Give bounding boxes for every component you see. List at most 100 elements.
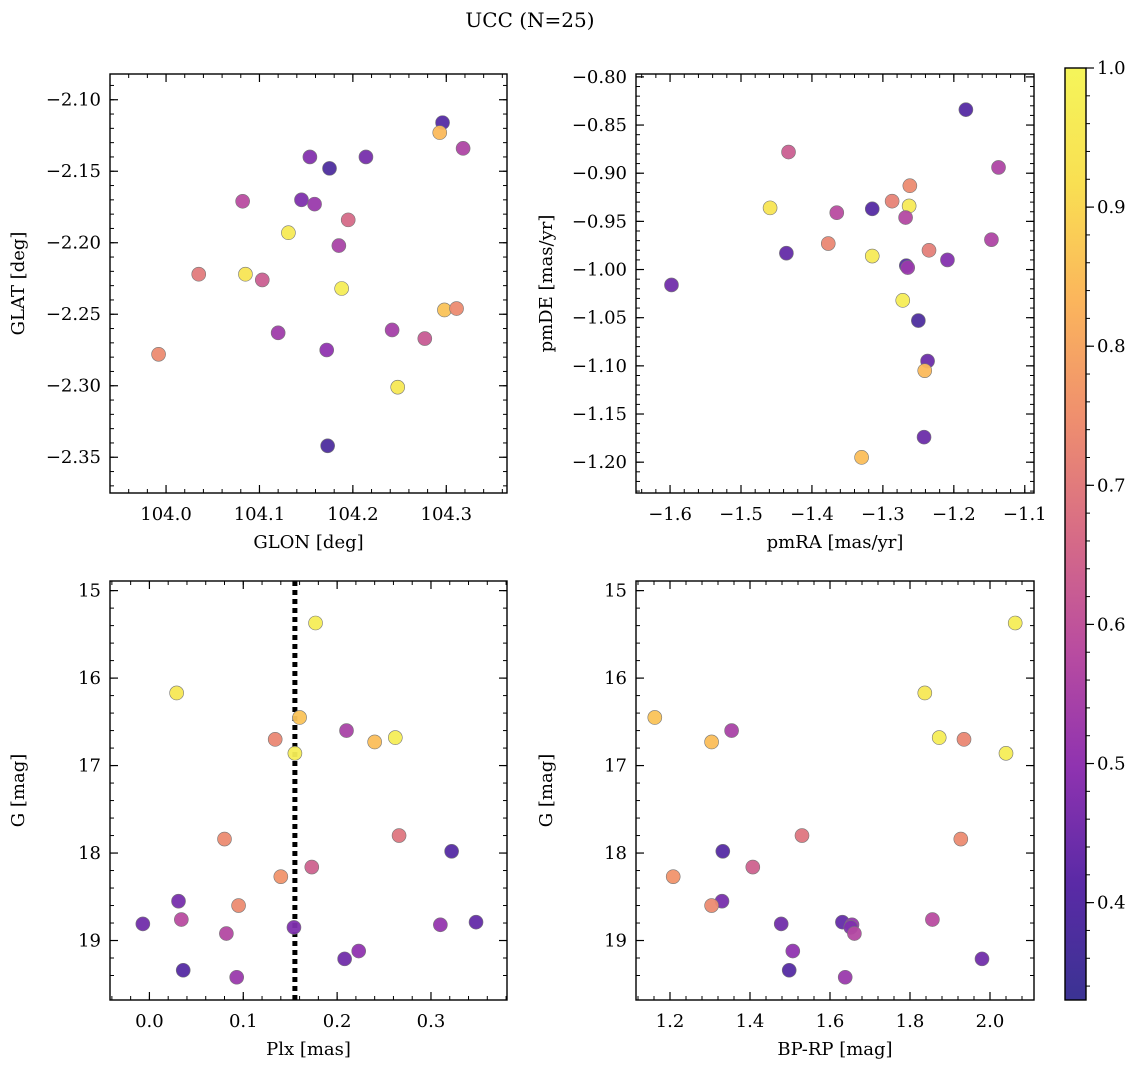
panel-top-right: −1.6 −1.5 −1.4 −1.3 −1.2 −1.1 −0.80 −0.85 −0.90 −…: [536, 67, 1047, 553]
y-tick-label: −2.25: [46, 304, 101, 325]
data-point: [715, 843, 731, 859]
data-point: [238, 266, 253, 282]
x-tick-label: −1.3: [861, 504, 905, 525]
data-point: [235, 193, 250, 209]
data-point: [704, 898, 719, 913]
colorbar-tick-label: 1.0: [1097, 58, 1126, 79]
y-tick-label: −1.10: [572, 356, 627, 377]
y-tick-label: −0.90: [572, 163, 627, 184]
data-point: [785, 943, 801, 959]
data-point: [455, 141, 471, 156]
y-tick-label: −1.00: [572, 260, 627, 281]
data-point: [1007, 615, 1023, 631]
y-axis-label: G [mag]: [8, 754, 29, 827]
y-axis-label: pmDE [mas/yr]: [536, 215, 557, 353]
colorbar-tick-label: 0.7: [1097, 475, 1126, 496]
y-tick-label: −1.20: [572, 452, 627, 473]
data-point: [175, 962, 191, 978]
data-point: [229, 969, 245, 985]
data-point: [267, 732, 283, 747]
y-tick-label: −2.10: [46, 90, 101, 111]
y-tick-label: 19: [604, 931, 627, 952]
data-point: [331, 238, 347, 253]
y-tick-label: −0.95: [572, 211, 627, 232]
data-point: [931, 730, 947, 745]
x-tick-label: 104.3: [421, 504, 473, 525]
y-tick-label: −0.85: [572, 115, 627, 136]
y-tick-label: −2.30: [46, 376, 101, 397]
panel-bottom-right: 1.2 1.4 1.6 1.8 2.0 15 16 17 18 19 BP-RP [mag] G [m…: [536, 580, 1035, 1060]
x-tick-label: −1.1: [1003, 504, 1047, 525]
colorbar-tick-label: 0.5: [1097, 754, 1126, 775]
data-point: [781, 962, 797, 978]
data-point: [724, 723, 739, 738]
data-point: [953, 831, 969, 847]
x-axis-label: GLON [deg]: [253, 532, 363, 553]
data-point: [358, 149, 374, 165]
x-axis-label: BP-RP [mag]: [777, 1039, 892, 1060]
data-point: [902, 178, 918, 194]
y-tick-label: 16: [78, 668, 101, 689]
data-point: [779, 245, 794, 261]
y-axis-label: GLAT [deg]: [8, 232, 29, 336]
data-point: [286, 920, 302, 935]
y-tick-label: 18: [604, 843, 627, 864]
colorbar: 0.4 0.5 0.6 0.7 0.8 0.9 1.0: [1064, 58, 1126, 1001]
data-point: [984, 232, 999, 247]
data-point: [135, 916, 151, 932]
data-point: [334, 281, 349, 296]
data-point: [898, 210, 913, 225]
data-point: [308, 615, 323, 631]
data-point: [864, 201, 880, 217]
data-point: [864, 248, 880, 264]
data-point: [917, 685, 933, 701]
data-point: [854, 450, 869, 465]
data-point: [340, 212, 356, 228]
data-point: [281, 225, 296, 241]
x-tick-label: 104.1: [234, 504, 286, 525]
data-point: [217, 831, 232, 847]
data-point: [270, 325, 286, 341]
y-tick-label: 16: [604, 668, 627, 689]
x-axis-label: pmRA [mas/yr]: [767, 532, 904, 553]
y-tick-label: 18: [78, 843, 101, 864]
panel-top-left: 104.0 104.1 104.2 104.3 −2.10 −2.15 −2.20 −2.25…: [8, 73, 508, 553]
x-tick-label: 0.2: [323, 1011, 352, 1032]
data-point: [319, 342, 335, 358]
data-point: [704, 734, 719, 750]
data-point: [884, 193, 900, 209]
data-point: [468, 914, 484, 930]
data-point: [895, 293, 911, 308]
data-point: [307, 196, 322, 212]
y-tick-label: −1.15: [572, 404, 627, 425]
y-tick-label: −2.35: [46, 447, 101, 468]
x-tick-label: 104.2: [327, 504, 379, 525]
data-point: [151, 346, 166, 362]
y-tick-label: 15: [78, 581, 101, 602]
y-tick-label: 19: [78, 931, 101, 952]
plot-frame: [109, 580, 508, 1001]
data-point: [998, 746, 1014, 761]
colorbar-tick-label: 0.4: [1097, 893, 1126, 914]
data-point: [417, 331, 433, 346]
data-point: [794, 828, 810, 843]
data-point: [273, 869, 289, 884]
x-axis-label: Plx [mas]: [266, 1039, 351, 1060]
data-point: [829, 205, 845, 221]
data-point: [917, 363, 933, 378]
plot-frame: [635, 73, 1035, 494]
colorbar-gradient: [1065, 68, 1086, 1000]
data-point: [847, 926, 862, 941]
data-point: [219, 926, 234, 941]
data-point: [647, 710, 663, 725]
data-point: [958, 102, 974, 117]
data-point: [820, 236, 836, 251]
data-point: [367, 734, 382, 750]
data-point: [745, 859, 761, 875]
data-point: [925, 912, 940, 927]
y-tick-label: −1.05: [572, 308, 627, 329]
data-point: [773, 916, 789, 932]
data-point: [287, 746, 303, 761]
y-tick-label: −0.80: [572, 67, 627, 88]
